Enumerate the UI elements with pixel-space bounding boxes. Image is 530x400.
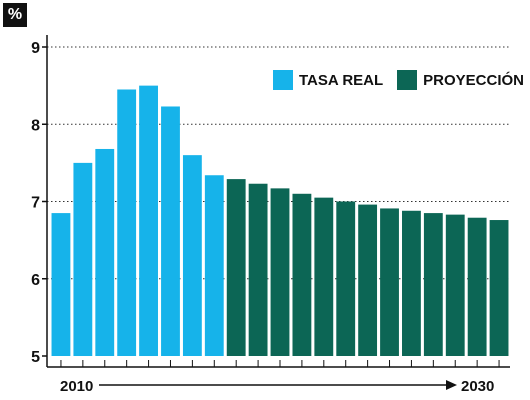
bar-projection — [467, 217, 487, 356]
chart-legend: TASA REAL PROYECCIÓN — [273, 70, 524, 90]
bar-projection — [270, 188, 290, 356]
bar-projection — [292, 193, 312, 356]
legend-label-real: TASA REAL — [299, 71, 384, 89]
x-end-label: 2030 — [461, 378, 494, 395]
bar-projection — [423, 213, 443, 356]
bar-projection — [380, 208, 399, 356]
bar-real — [204, 175, 224, 356]
bar-projection — [314, 197, 334, 356]
y-tick-label: 5 — [31, 349, 40, 366]
bar-real — [95, 148, 115, 356]
unit-label: % — [3, 3, 27, 27]
y-tick-label: 8 — [31, 117, 40, 134]
y-tick-label: 6 — [31, 272, 40, 289]
legend-item-projection: PROYECCIÓN — [397, 70, 524, 90]
bar-real — [73, 162, 93, 357]
timeline-arrowhead — [446, 380, 457, 390]
bar-real — [139, 85, 158, 357]
bar-projection — [358, 204, 378, 356]
legend-swatch-projection — [397, 70, 418, 90]
bar-real — [117, 89, 137, 357]
legend-item-real: TASA REAL — [273, 70, 383, 90]
x-start-label: 2010 — [60, 378, 93, 395]
y-tick-label: 9 — [31, 40, 40, 57]
bar-real — [161, 106, 180, 356]
bar-real — [182, 155, 202, 356]
bar-projection — [489, 220, 509, 356]
bar-projection — [445, 214, 465, 356]
y-tick-label: 7 — [31, 195, 40, 212]
legend-swatch-real — [273, 70, 293, 90]
bar-projection — [248, 183, 268, 356]
bar-real — [51, 213, 71, 356]
legend-label-projection: PROYECCIÓN — [423, 71, 525, 89]
bar-projection — [336, 201, 356, 356]
bar-projection — [226, 179, 246, 356]
bar-projection — [402, 210, 421, 356]
